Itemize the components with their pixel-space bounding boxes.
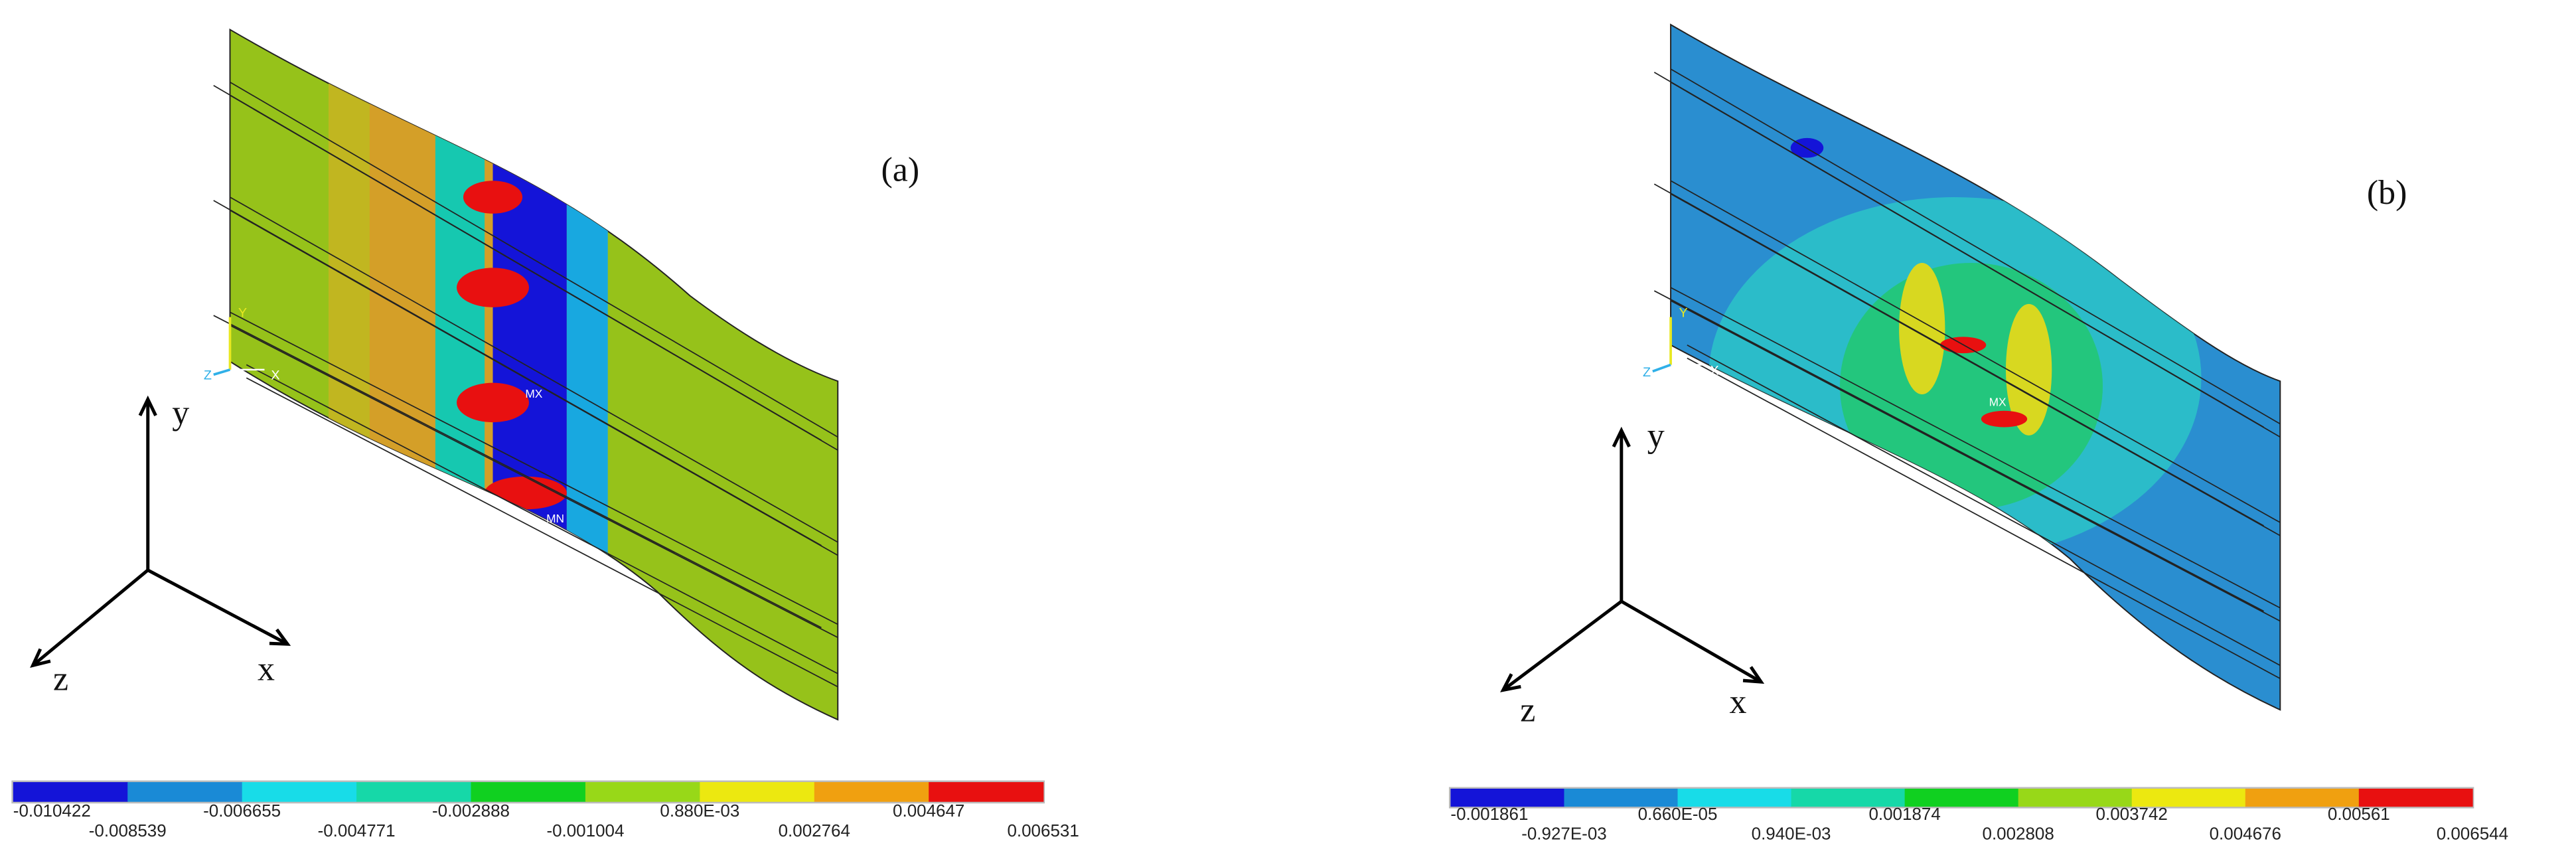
colorbar-segment — [814, 782, 929, 802]
axis-arrow — [269, 628, 291, 646]
triad-label: Z — [1643, 365, 1651, 380]
colorbar-label: 0.004647 — [893, 801, 964, 821]
colorbar-segment — [2245, 789, 2360, 807]
triad-label: Z — [204, 368, 212, 383]
colorbar-segment — [1791, 789, 1906, 807]
panel-label: (a) — [881, 151, 919, 189]
triad-line — [213, 368, 231, 376]
axis-arrow — [1742, 666, 1765, 684]
colorbar-label: 0.001874 — [1868, 804, 1940, 824]
axis-label: z — [53, 661, 68, 698]
axis-arrow — [138, 395, 157, 417]
axis-line — [1502, 599, 1623, 692]
colorbar-segment — [13, 782, 128, 802]
colorbar-segment — [929, 782, 1044, 802]
axis-label: y — [1647, 417, 1665, 455]
axis-label: y — [172, 394, 189, 432]
colorbar-segment — [1904, 789, 2019, 807]
extreme-marker: MX — [1989, 395, 2007, 408]
colorbar-label: 0.00561 — [2328, 804, 2390, 824]
colorbar-label: 0.880E-03 — [660, 801, 739, 821]
extreme-marker: MX — [525, 387, 542, 400]
colorbar-segment — [585, 782, 701, 802]
plate-a — [213, 28, 839, 721]
axis-label: x — [258, 651, 275, 688]
colorbar-label: 0.940E-03 — [1752, 824, 1831, 844]
axis-arrow — [1500, 673, 1521, 692]
axis-line — [31, 568, 149, 667]
axis-label: z — [1520, 692, 1535, 730]
colorbar-segment — [242, 782, 357, 802]
colorbar-segment — [471, 782, 586, 802]
colorbar-label: -0.927E-03 — [1521, 824, 1607, 844]
colorbar-segment — [1450, 789, 1565, 807]
colorbar-label: 0.660E-05 — [1638, 804, 1718, 824]
colorbar-segment — [2018, 789, 2133, 807]
triad-label: X — [1710, 363, 1718, 378]
colorbar-label: -0.010422 — [13, 801, 91, 821]
colorbar-label: -0.001004 — [546, 821, 624, 840]
figure-content: (a) y z x X Y Z MX MN -0.010422-0.008539 -0.006655… — [11, 23, 2508, 844]
axis-line — [1620, 599, 1762, 684]
colorbar-label: 0.006531 — [1007, 821, 1079, 840]
colorbar-segment — [2131, 789, 2246, 807]
panel-label: (b) — [2367, 174, 2407, 212]
colorbar-segment — [1677, 789, 1792, 807]
colorbar-segment — [356, 782, 472, 802]
colorbar-segment — [127, 782, 243, 802]
extreme-marker: MN — [546, 512, 564, 525]
colorbar-segment — [2358, 789, 2473, 807]
triad-label: Y — [1679, 306, 1687, 321]
axis-line — [147, 568, 289, 646]
triad-label: Y — [238, 306, 247, 321]
colorbar-label: 0.002808 — [1983, 824, 2054, 844]
triad-label: X — [271, 368, 279, 383]
axis-arrow — [30, 648, 51, 669]
colorbar-label: 0.003742 — [2096, 804, 2168, 824]
colorbar-label: -0.008539 — [89, 821, 167, 840]
colorbar-label: 0.006544 — [2437, 824, 2508, 844]
colorbar-segment — [1564, 789, 1679, 807]
colorbar-label: 0.002764 — [779, 821, 850, 840]
triad-line — [1652, 363, 1671, 373]
axis-label: x — [1730, 683, 1747, 721]
colorbar-label: -0.001861 — [1450, 804, 1528, 824]
colorbar-segment — [700, 782, 815, 802]
colorbar-label: 0.004676 — [2210, 824, 2281, 844]
plate-b — [1653, 23, 2281, 711]
colorbar-label: -0.004771 — [318, 821, 396, 840]
axis-arrow — [1612, 426, 1631, 448]
colorbar-label: -0.006655 — [203, 801, 281, 821]
colorbar-label: -0.002888 — [432, 801, 510, 821]
